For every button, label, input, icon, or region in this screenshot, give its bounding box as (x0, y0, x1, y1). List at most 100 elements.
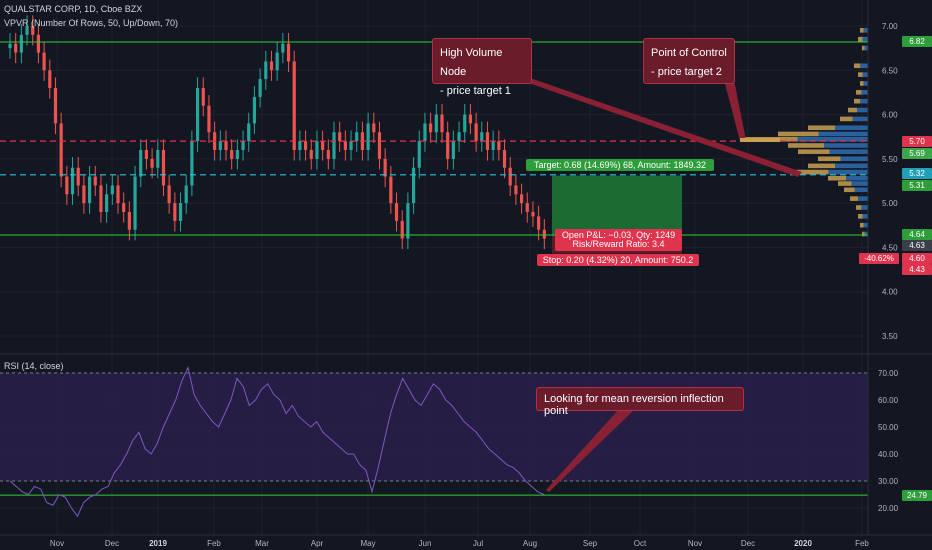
candle-body (457, 132, 461, 142)
candle-body (218, 141, 222, 150)
price-badge: 5.70 (902, 136, 932, 147)
volume-bar-up (860, 63, 868, 69)
rsi-level-badge: 24.79 (902, 490, 932, 501)
volume-bar-down (860, 222, 864, 228)
annotation-arrows (520, 78, 802, 492)
price-badge: 5.31 (902, 180, 932, 191)
candle-body (241, 141, 245, 150)
candle-body (343, 141, 347, 150)
price-tick-label: 4.00 (882, 288, 898, 297)
candle-body (531, 212, 535, 217)
position-pnl-label[interactable]: Open P&L: −0.03, Qty: 1249 Risk/Reward R… (555, 229, 682, 251)
volume-bar-up (861, 205, 868, 210)
price-tick-label: 5.50 (882, 155, 898, 164)
candle-body (468, 114, 473, 124)
position-target-label[interactable]: Target: 0.68 (14.69%) 68, Amount: 1849.3… (526, 159, 714, 171)
volume-bar-up (852, 116, 868, 122)
volume-bar-down (828, 175, 846, 181)
candle-body (252, 96, 257, 124)
candle-body (178, 203, 183, 221)
candle-body (281, 43, 285, 53)
volume-bar-up (860, 98, 868, 104)
price-badge: 6.82 (902, 36, 932, 47)
time-tick-label: Sep (583, 539, 598, 548)
candle-body (116, 185, 120, 204)
volume-bar-down (858, 36, 863, 42)
candle-body (366, 123, 370, 150)
candle-body (36, 34, 41, 53)
candle-body (31, 26, 35, 35)
time-tick-label: Aug (523, 539, 537, 548)
price-tick-label: 7.00 (882, 22, 898, 31)
time-tick-label: Mar (255, 539, 269, 548)
open-pnl-text: Open P&L: −0.03, Qty: 1249 (561, 230, 676, 240)
volume-bar-down (818, 156, 841, 162)
candle-body (65, 176, 69, 195)
candle-body (292, 61, 296, 150)
candle-body (258, 79, 262, 97)
candle-body (230, 150, 234, 159)
time-tick-label: Feb (855, 539, 869, 548)
time-tick-label: Feb (207, 539, 221, 548)
volume-bar-down (860, 28, 864, 33)
volume-bar-up (818, 131, 868, 137)
volume-bar-up (851, 181, 868, 186)
rsi-line (9, 366, 545, 518)
candle-body (440, 114, 444, 133)
candle-body (451, 141, 455, 159)
rsi-callout[interactable]: Looking for mean reversion inflection po… (536, 387, 744, 417)
vpvr-indicator-label[interactable]: VPVR (Number Of Rows, 50, Up/Down, 70) (4, 18, 179, 28)
candle-body (474, 123, 478, 142)
candle-body (161, 150, 166, 186)
candle-body (429, 123, 433, 133)
poc-callout[interactable]: Point of Control - price target 2 (643, 38, 735, 84)
time-axis[interactable]: Nov Dec 2019 Feb Mar Apr May Jun Jul Aug Sep Oct Nov… (50, 539, 870, 548)
volume-bar-down (854, 98, 861, 104)
volume-bar-up (862, 36, 868, 42)
time-tick-label: Oct (634, 539, 647, 548)
hvn-callout-line2: - price target 1 (440, 85, 511, 97)
volume-bar-up (840, 156, 868, 162)
candle-body (156, 150, 160, 168)
risk-reward-text: Risk/Reward Ratio: 3.4 (572, 239, 665, 249)
position-stop-label[interactable]: Stop: 0.20 (4.32%) 20, Amount: 750.2 (537, 254, 699, 266)
poc-marker (740, 138, 780, 142)
rsi-axis[interactable]: 70.00 60.00 50.00 40.00 30.00 20.00 (878, 369, 899, 513)
volume-bar-up (835, 125, 868, 131)
volume-profile-bars (740, 28, 868, 237)
time-tick-label: Nov (50, 539, 64, 548)
volume-bar-down (808, 163, 835, 169)
candle-body (480, 132, 484, 142)
price-axis[interactable]: 7.00 6.50 6.00 5.50 5.00 4.50 4.00 3.50 (882, 22, 898, 341)
candle-body (201, 88, 205, 106)
volume-bar-up (861, 90, 868, 95)
candle-body (417, 141, 421, 168)
candle-body (167, 185, 171, 204)
price-tick-label: 6.50 (882, 66, 898, 75)
candle-body (110, 185, 114, 195)
volume-bar-up (846, 175, 868, 181)
candle-body (485, 132, 490, 150)
time-tick-label: May (360, 539, 375, 548)
candle-body (309, 150, 313, 159)
candle-body (235, 150, 239, 159)
candle-body (446, 132, 450, 159)
candle-body (537, 216, 541, 230)
volume-bar-down (838, 181, 852, 186)
symbol-title[interactable]: QUALSTAR CORP, 1D, Cboe BZX (4, 4, 143, 14)
volume-bar-down (858, 214, 863, 219)
candle-body (463, 114, 467, 133)
candle-body (195, 88, 200, 142)
candle-body (275, 52, 279, 71)
candle-body (303, 141, 308, 150)
volume-bar-up (862, 72, 868, 77)
volume-bar-up (863, 81, 868, 86)
candle-body (326, 150, 330, 159)
volume-bar-up (824, 143, 868, 148)
candle-body (269, 61, 274, 71)
volume-bar-up (864, 231, 868, 237)
hvn-callout[interactable]: High Volume Node - price target 1 (432, 38, 532, 97)
rsi-indicator-label[interactable]: RSI (14, close) (4, 361, 64, 371)
volume-bar-down (862, 231, 865, 237)
